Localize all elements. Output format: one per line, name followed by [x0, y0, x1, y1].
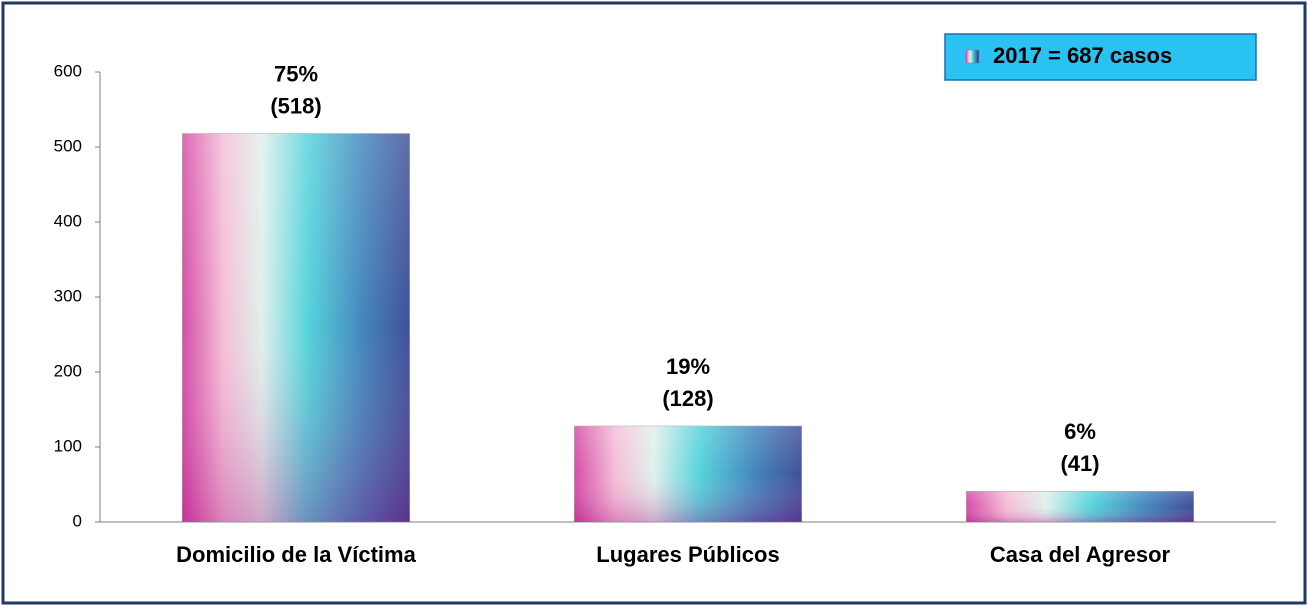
bar-shade [574, 426, 802, 522]
bar-shade [966, 491, 1194, 522]
y-tick-label: 600 [54, 61, 82, 80]
legend-label: 2017 = 687 casos [993, 43, 1172, 68]
data-label-value: (41) [1060, 451, 1099, 476]
data-label-percent: 6% [1064, 419, 1096, 444]
data-label-value: (128) [662, 386, 713, 411]
legend-box [944, 33, 1257, 81]
y-tick-label: 300 [54, 286, 82, 305]
x-tick-label: Casa del Agresor [990, 542, 1171, 567]
x-tick-label: Domicilio de la Víctima [176, 542, 416, 567]
data-label-value: (518) [270, 93, 321, 118]
y-tick-label: 0 [73, 511, 82, 530]
data-label-percent: 75% [274, 61, 318, 86]
bar-group [966, 491, 1194, 523]
y-tick-label: 500 [54, 136, 82, 155]
y-tick-label: 400 [54, 211, 82, 230]
legend: 2017 = 687 casos [944, 33, 1257, 81]
bar-group [182, 133, 410, 523]
bar-shade [182, 133, 410, 522]
data-label-percent: 19% [666, 354, 710, 379]
y-tick-label: 100 [54, 436, 82, 455]
x-tick-label: Lugares Públicos [596, 542, 779, 567]
legend-swatch [965, 49, 980, 64]
bar-group [574, 425, 802, 523]
y-tick-label: 200 [54, 361, 82, 380]
